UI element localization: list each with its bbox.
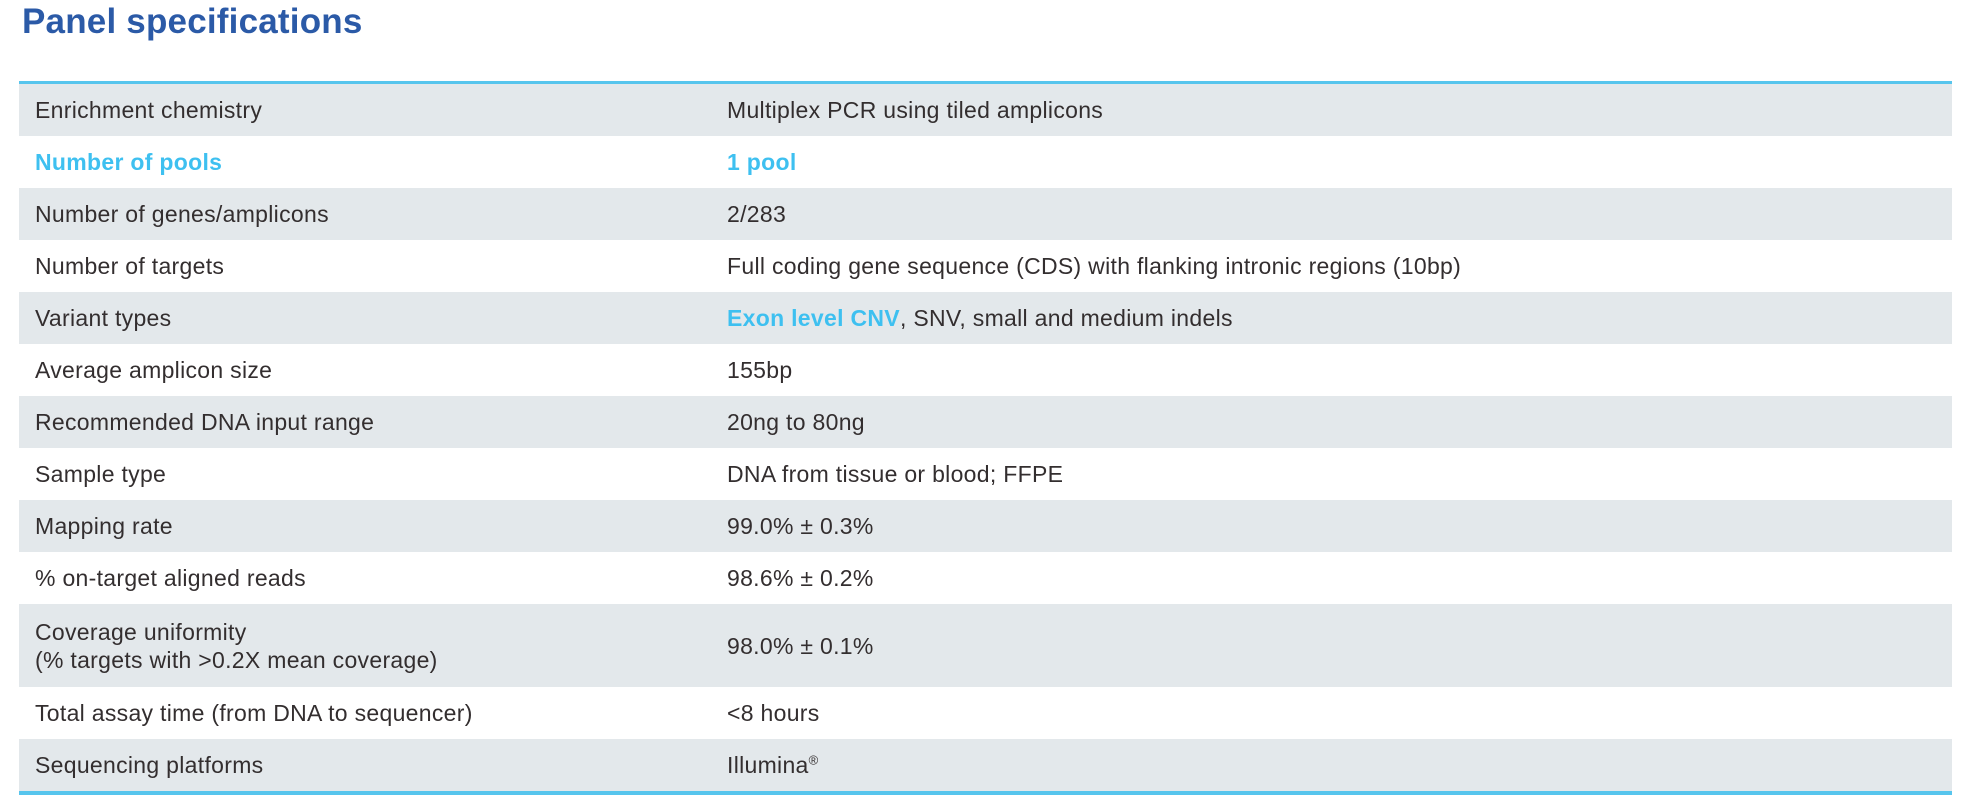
row-value-text: Illumina xyxy=(727,752,809,778)
row-label-text: Number of genes/amplicons xyxy=(35,201,329,227)
table-row: Number of genes/amplicons 2/283 xyxy=(19,188,1952,240)
row-label: Number of targets xyxy=(19,252,727,280)
row-value: 2/283 xyxy=(727,200,1952,228)
table-row: Mapping rate 99.0% ± 0.3% xyxy=(19,500,1952,552)
row-label: Number of genes/amplicons xyxy=(19,200,727,228)
row-value: <8 hours xyxy=(727,699,1952,727)
row-label: Number of pools xyxy=(19,148,727,176)
row-label: Variant types xyxy=(19,304,727,332)
row-label: Coverage uniformity (% targets with >0.2X… xyxy=(19,618,727,674)
row-label: % on-target aligned reads xyxy=(19,564,727,592)
table-row: Sequencing platforms Illumina® xyxy=(19,739,1952,791)
row-value-text: 99.0% ± 0.3% xyxy=(727,513,874,539)
row-value: Multiplex PCR using tiled amplicons xyxy=(727,96,1952,124)
table-row: Sample type DNA from tissue or blood; FFP… xyxy=(19,448,1952,500)
table-row: Number of pools 1 pool xyxy=(19,136,1952,188)
row-label-text: Average amplicon size xyxy=(35,357,273,383)
table-row: Average amplicon size 155bp xyxy=(19,344,1952,396)
row-label-text: Variant types xyxy=(35,305,172,331)
row-label: Total assay time (from DNA to sequencer) xyxy=(19,699,727,727)
row-label-text: Sample type xyxy=(35,461,167,487)
row-value-text: 98.6% ± 0.2% xyxy=(727,565,874,591)
row-value-text: , SNV, small and medium indels xyxy=(899,305,1233,331)
highlighted-value-text: Exon level CNV xyxy=(727,305,900,331)
row-label-text: Enrichment chemistry xyxy=(35,97,263,123)
table-row: Total assay time (from DNA to sequencer)… xyxy=(19,687,1952,739)
row-label-text: % on-target aligned reads xyxy=(35,565,306,591)
row-label: Mapping rate xyxy=(19,512,727,540)
row-value: DNA from tissue or blood; FFPE xyxy=(727,460,1952,488)
table-row: % on-target aligned reads 98.6% ± 0.2% xyxy=(19,552,1952,604)
table-row: Enrichment chemistry Multiplex PCR using … xyxy=(19,84,1952,136)
row-label: Sample type xyxy=(19,460,727,488)
row-value-text: <8 hours xyxy=(727,700,820,726)
row-value-text: Full coding gene sequence (CDS) with fla… xyxy=(727,253,1462,279)
row-value: 155bp xyxy=(727,356,1952,384)
page-title: Panel specifications xyxy=(22,2,363,41)
row-value-text: 155bp xyxy=(727,357,793,383)
row-label-text: Total assay time (from DNA to sequencer) xyxy=(35,700,473,726)
row-value: 20ng to 80ng xyxy=(727,408,1952,436)
row-value: Illumina® xyxy=(727,751,1952,779)
row-value: 1 pool xyxy=(727,148,1952,176)
row-label-text: Recommended DNA input range xyxy=(35,409,375,435)
row-value: Full coding gene sequence (CDS) with fla… xyxy=(727,252,1952,280)
row-value-text: 20ng to 80ng xyxy=(727,409,865,435)
row-label: Recommended DNA input range xyxy=(19,408,727,436)
row-value: 99.0% ± 0.3% xyxy=(727,512,1952,540)
row-value-text: DNA from tissue or blood; FFPE xyxy=(727,461,1064,487)
row-label-text: Number of pools xyxy=(35,149,223,175)
row-value: Exon level CNV, SNV, small and medium in… xyxy=(727,304,1952,332)
row-label-text: Coverage uniformity xyxy=(35,618,247,645)
row-value-text: 98.0% ± 0.1% xyxy=(727,632,874,659)
table-row: Recommended DNA input range 20ng to 80ng xyxy=(19,396,1952,448)
row-label: Sequencing platforms xyxy=(19,751,727,779)
row-label-text: Sequencing platforms xyxy=(35,752,264,778)
table-row: Coverage uniformity (% targets with >0.2X… xyxy=(19,604,1952,687)
row-value-text: Multiplex PCR using tiled amplicons xyxy=(727,97,1104,123)
row-label-secondary-text: (% targets with >0.2X mean coverage) xyxy=(35,646,438,673)
table-row: Number of targets Full coding gene sequen… xyxy=(19,240,1952,292)
row-value: 98.6% ± 0.2% xyxy=(727,564,1952,592)
panel-specifications-table: Enrichment chemistry Multiplex PCR using … xyxy=(19,81,1952,795)
row-value-text: 1 pool xyxy=(727,149,797,175)
row-label: Average amplicon size xyxy=(19,356,727,384)
row-label-text: Mapping rate xyxy=(35,513,173,539)
row-value-text: 2/283 xyxy=(727,201,787,227)
row-value: 98.0% ± 0.1% xyxy=(727,632,1952,660)
row-label: Enrichment chemistry xyxy=(19,96,727,124)
registered-trademark-symbol: ® xyxy=(808,752,819,768)
table-row: Variant types Exon level CNV, SNV, small … xyxy=(19,292,1952,344)
row-label-text: Number of targets xyxy=(35,253,225,279)
